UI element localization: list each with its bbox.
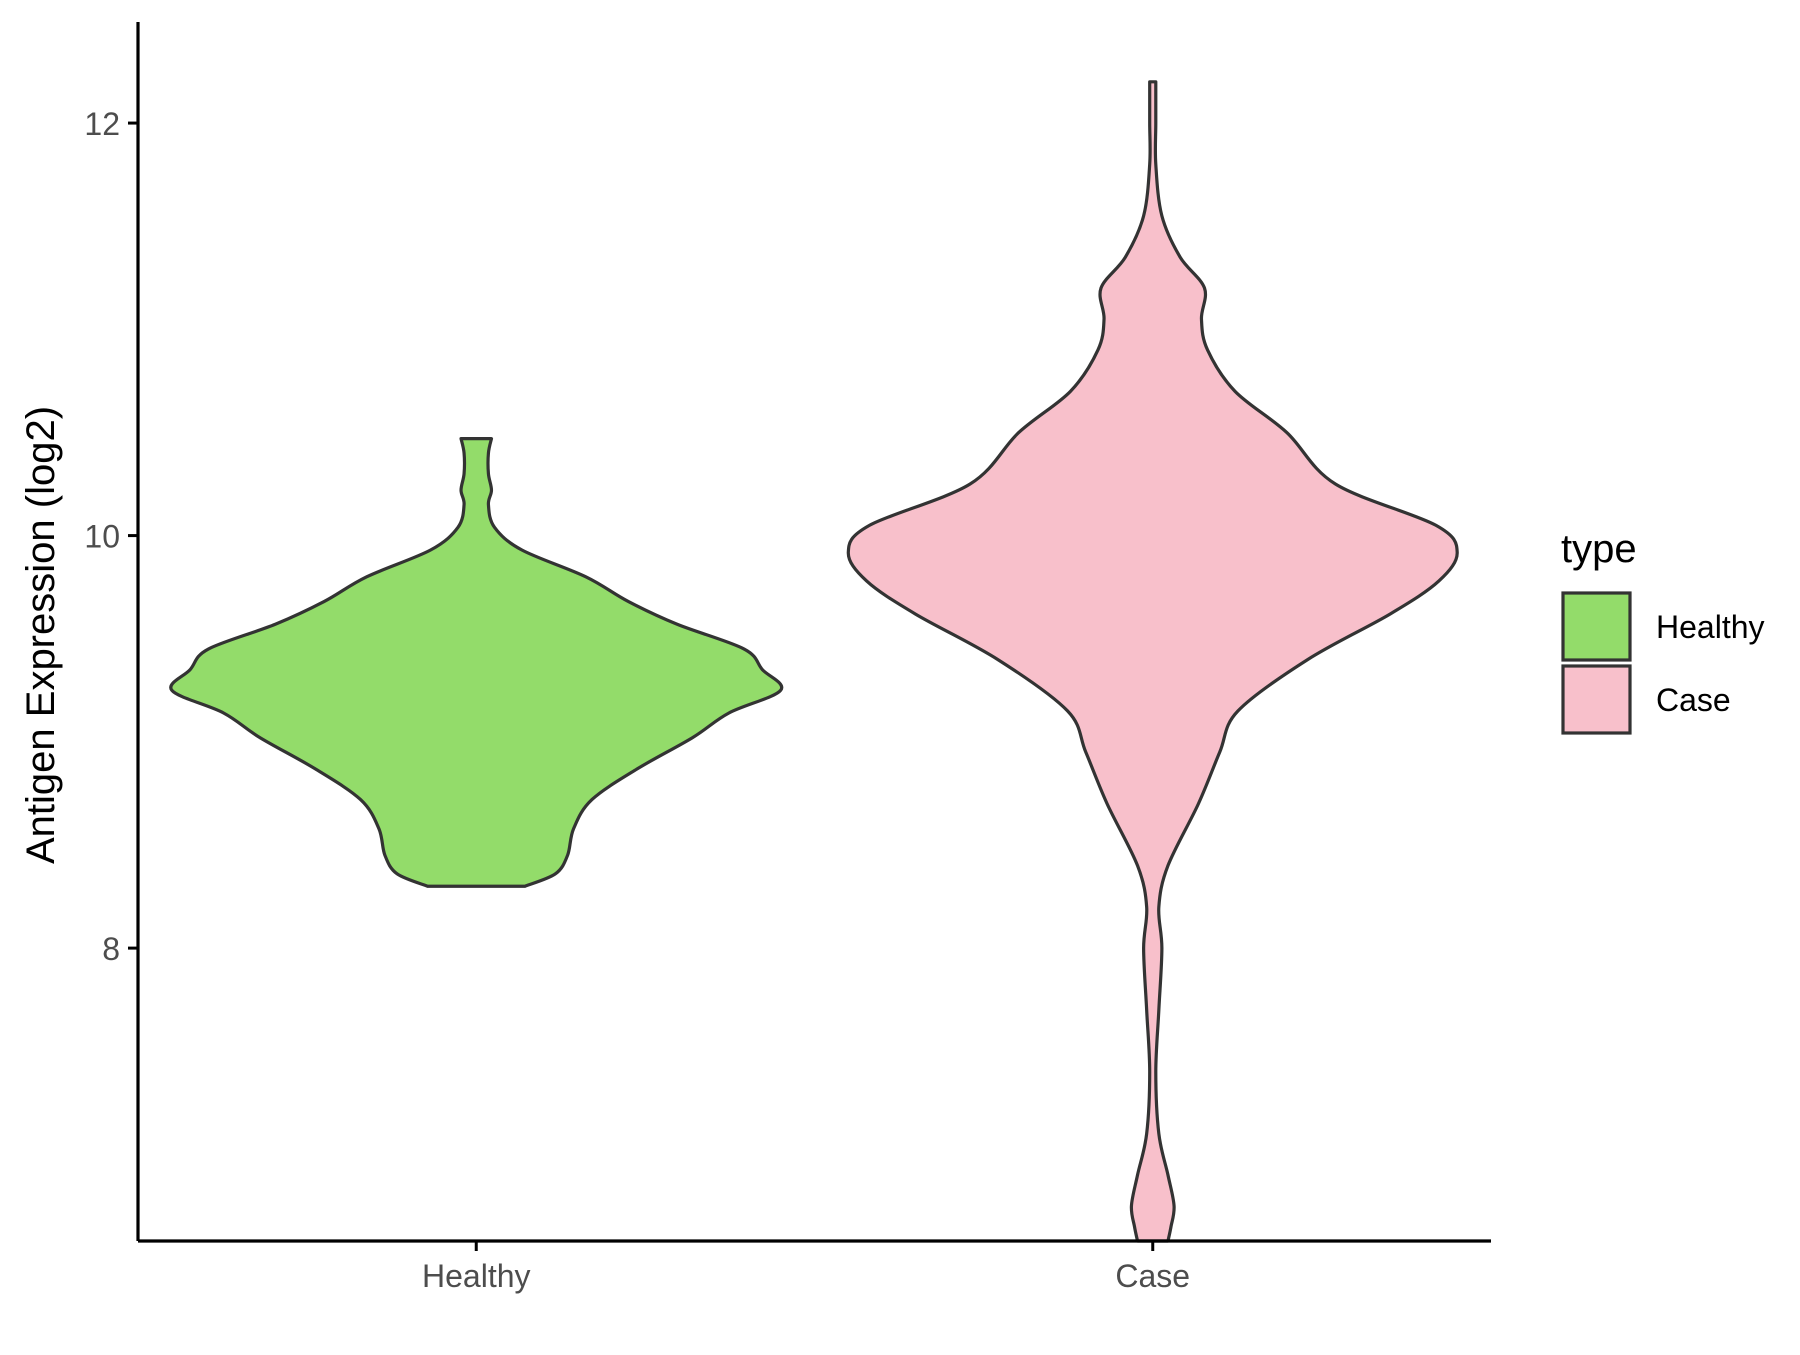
y-axis-label: Antigen Expression (log2) [19,406,63,864]
y-tick-label: 10 [84,519,120,555]
legend-title: type [1561,527,1637,571]
x-tick-label: Case [1115,1258,1190,1294]
x-tick-label: Healthy [422,1258,531,1294]
y-tick-label: 12 [84,106,120,142]
legend: type Healthy Case [1561,527,1765,735]
y-tick-label: 8 [102,931,120,967]
legend-label: Case [1656,682,1731,718]
x-tick-group: Healthy Case [422,1241,1190,1294]
y-tick-group: 8 10 12 [84,106,138,967]
legend-key-case [1561,664,1632,735]
violin-case [846,80,1459,1243]
violin-healthy [169,437,784,888]
legend-key-healthy [1561,591,1632,662]
violin-layer [169,80,1459,1243]
legend-label: Healthy [1656,609,1765,645]
